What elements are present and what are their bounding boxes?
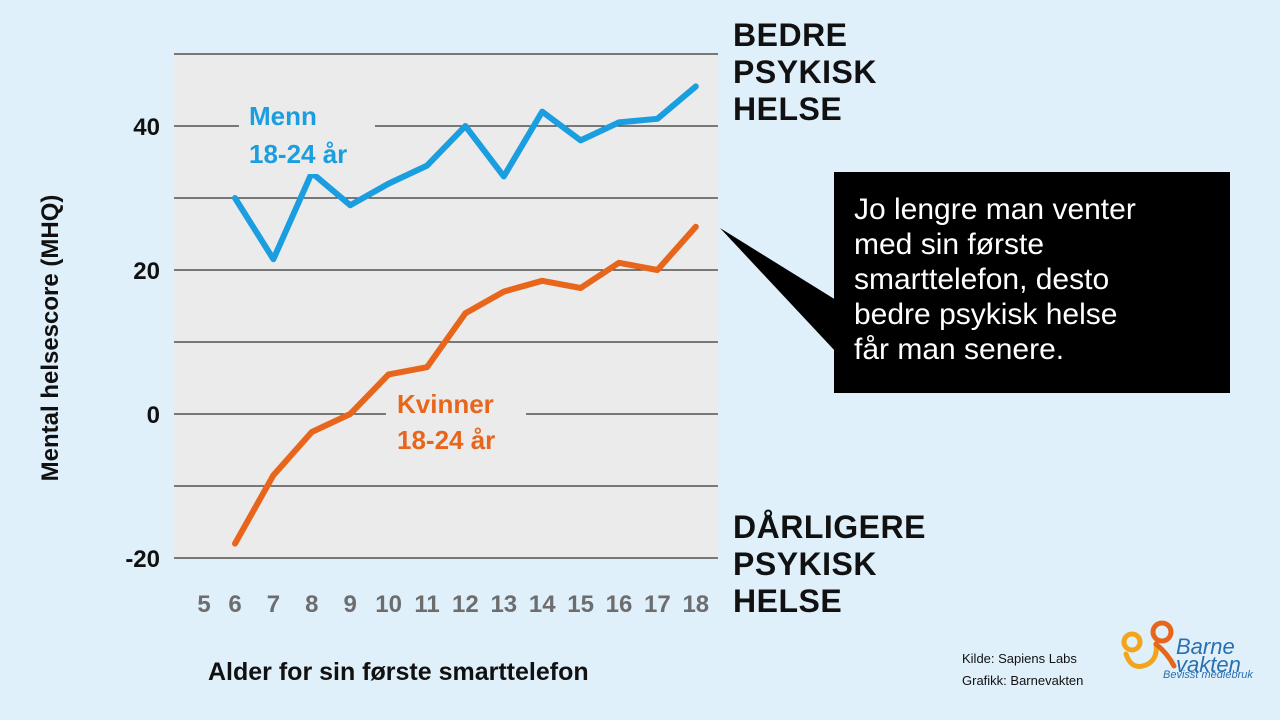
x-tick-label: 16 bbox=[606, 591, 633, 618]
x-axis-ticks: 5 6 7 8 9 10 11 12 13 14 15 16 17 18 bbox=[197, 591, 709, 618]
y-tick-label: 20 bbox=[133, 258, 160, 285]
callout-line: får man senere. bbox=[854, 333, 1065, 366]
x-tick-label: 7 bbox=[267, 591, 280, 618]
x-tick-label: 8 bbox=[305, 591, 318, 618]
y-axis-label: Mental helsescore (MHQ) bbox=[37, 195, 64, 482]
series-label: Menn bbox=[249, 101, 317, 131]
series-labels: Menn 18-24 år Kvinner 18-24 år bbox=[239, 96, 526, 460]
annotation-line: PSYKISK bbox=[733, 54, 877, 90]
series-line bbox=[232, 223, 699, 547]
y-tick-label: 0 bbox=[147, 402, 160, 429]
x-axis-label: Alder for sin første smarttelefon bbox=[208, 658, 589, 686]
x-tick-label: 11 bbox=[414, 591, 439, 618]
y-tick-label: 40 bbox=[133, 114, 160, 141]
series-label-background bbox=[239, 96, 375, 174]
x-tick-label: 13 bbox=[490, 591, 517, 618]
x-tick-label: 18 bbox=[682, 591, 709, 618]
annotation-line: HELSE bbox=[733, 583, 843, 619]
series-label: Kvinner bbox=[397, 389, 494, 419]
callout-pointer bbox=[720, 228, 836, 352]
graphics-line: Grafikk: Barnevakten bbox=[962, 673, 1084, 688]
series-label: 18-24 år bbox=[249, 139, 347, 169]
callout-box: Jo lengre man venter med sin første smar… bbox=[834, 172, 1230, 393]
x-tick-label: 9 bbox=[344, 591, 357, 618]
callout-line: Jo lengre man venter bbox=[854, 193, 1136, 226]
logo-word-1: Barne bbox=[1176, 634, 1235, 659]
x-tick-label: 14 bbox=[529, 591, 556, 618]
barnevakten-logo bbox=[1121, 620, 1177, 669]
annotation-better-health: BEDRE PSYKISK HELSE bbox=[733, 17, 877, 128]
x-tick-label: 10 bbox=[375, 591, 402, 618]
source-line: Kilde: Sapiens Labs bbox=[962, 651, 1077, 666]
source-credits: Kilde: Sapiens Labs Grafikk: Barnevakten bbox=[962, 648, 1083, 692]
annotation-line: HELSE bbox=[733, 91, 843, 127]
logo-tagline: Bevisst mediebruk bbox=[1163, 669, 1253, 681]
x-tick-label: 12 bbox=[452, 591, 479, 618]
logo-word-2: vakten bbox=[1176, 652, 1241, 677]
y-tick-label: -20 bbox=[125, 546, 160, 573]
y-axis-ticks: 40 20 0 -20 bbox=[125, 114, 160, 573]
callout-line: smarttelefon, desto bbox=[854, 263, 1110, 296]
x-tick-label: 15 bbox=[567, 591, 594, 618]
annotation-worse-health: DÅRLIGERE PSYKISK HELSE bbox=[733, 509, 926, 620]
series-label-background bbox=[386, 384, 526, 460]
annotation-line: PSYKISK bbox=[733, 546, 877, 582]
annotation-line: DÅRLIGERE bbox=[733, 509, 926, 545]
callout-line: bedre psykisk helse bbox=[854, 298, 1118, 331]
series-label: 18-24 år bbox=[397, 425, 495, 455]
annotation-line: BEDRE bbox=[733, 17, 848, 53]
x-tick-label: 6 bbox=[228, 591, 241, 618]
x-tick-label: 17 bbox=[644, 591, 671, 618]
callout-line: med sin første bbox=[854, 228, 1045, 261]
x-tick-label: 5 bbox=[197, 591, 210, 618]
